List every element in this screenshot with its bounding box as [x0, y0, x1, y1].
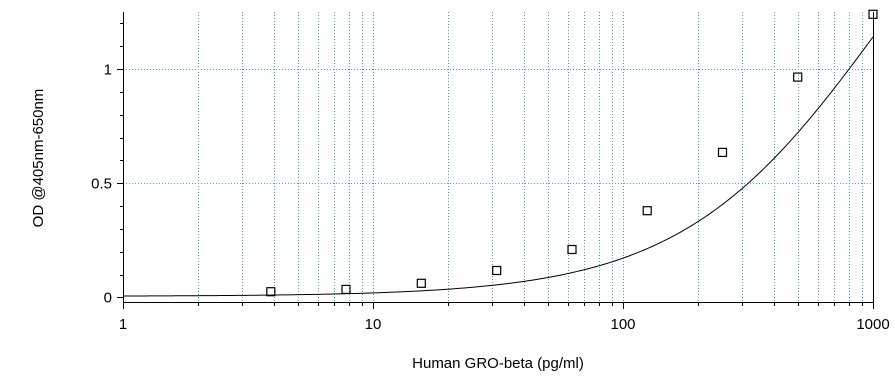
data-point: [793, 72, 803, 82]
fit-curve-line: [122, 36, 874, 297]
x-axis-label: Human GRO-beta (pg/ml): [412, 355, 584, 372]
data-points: [266, 9, 878, 297]
data-point: [868, 9, 878, 19]
fit-curve: [122, 36, 874, 297]
y-tick-label: 0: [104, 290, 112, 307]
data-point: [266, 287, 276, 297]
x-tick-label: 100: [610, 316, 635, 333]
data-point: [642, 206, 652, 216]
x-tick-label: 10: [365, 316, 382, 333]
y-tick-label: 1: [104, 62, 112, 79]
x-tick-label: 1: [119, 316, 127, 333]
data-point: [717, 147, 728, 157]
axes: [117, 12, 874, 309]
x-tick-label: 1000: [856, 316, 889, 333]
data-point: [492, 265, 502, 276]
data-point: [416, 278, 426, 288]
y-tick-label: 0.5: [91, 176, 112, 193]
tick-labels: 1 10 100 1000 0 0.5 1: [91, 62, 890, 334]
y-axis-label: OD @405nm-650nm: [30, 89, 47, 228]
data-point: [567, 244, 577, 255]
data-point: [341, 284, 351, 294]
grid-lines: [123, 12, 873, 302]
